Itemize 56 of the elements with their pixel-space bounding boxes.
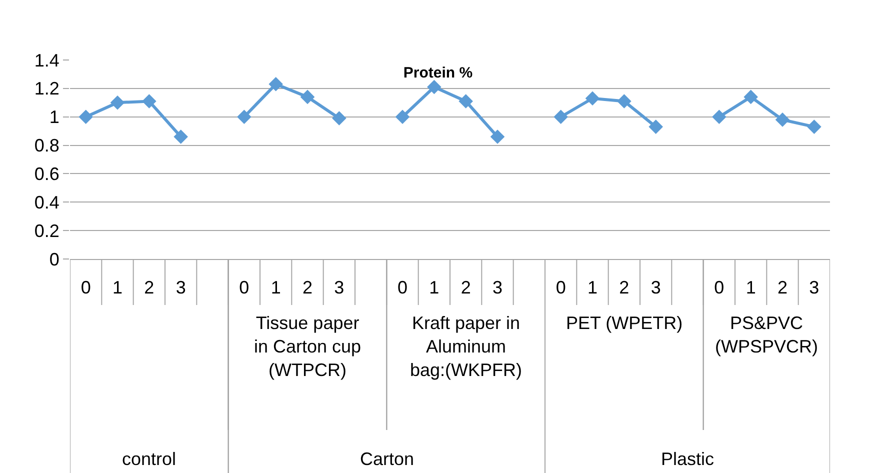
y-tick-label: 0.4 xyxy=(34,192,60,212)
point xyxy=(268,77,283,92)
point xyxy=(712,110,726,124)
point xyxy=(585,91,600,106)
text: PET (WPETR) xyxy=(566,313,683,333)
point xyxy=(458,94,473,108)
point xyxy=(332,111,346,126)
x-tick-label: 2 xyxy=(302,278,313,298)
y-tick-label: 0.8 xyxy=(34,136,60,156)
point xyxy=(78,110,93,124)
y-tick-label: 0 xyxy=(49,249,60,270)
text: Tissue paper in Carton cup (WTPCR) xyxy=(254,313,362,380)
x-tick-label: 3 xyxy=(176,278,186,298)
point xyxy=(775,112,790,127)
x-tick-label: 3 xyxy=(809,278,820,298)
x-tick-label: 3 xyxy=(650,278,661,298)
text: PS&PVC (WPSPVCR) xyxy=(715,313,818,356)
chart-title: Protein % xyxy=(403,64,473,82)
x-tick-label: 3 xyxy=(334,278,344,298)
x-tick-label: 0 xyxy=(397,278,408,298)
x-tick-label: 1 xyxy=(270,278,281,298)
x-tick-label: 1 xyxy=(587,278,598,298)
x-tick-label: 1 xyxy=(746,278,756,298)
text: Plastic xyxy=(661,449,714,469)
point xyxy=(110,95,125,110)
point xyxy=(237,110,252,124)
x-tick-label: 3 xyxy=(492,278,503,298)
point xyxy=(554,110,568,124)
point xyxy=(142,94,156,108)
point xyxy=(617,94,632,108)
text: Carton xyxy=(360,449,414,469)
y-tick-label: 0.6 xyxy=(34,164,60,184)
point xyxy=(300,90,315,104)
point xyxy=(648,120,663,134)
x-tick-label: 2 xyxy=(777,278,788,298)
text: Kraft paper in Aluminum bag:(WKPFR) xyxy=(410,313,522,380)
x-tick-label: 0 xyxy=(239,278,250,298)
point xyxy=(490,130,505,144)
point xyxy=(174,130,188,144)
x-tick-label: 0 xyxy=(80,278,91,298)
x-tick-label: 0 xyxy=(556,278,566,298)
x-tick-label: 2 xyxy=(460,278,471,298)
point xyxy=(744,90,758,104)
x-tick-label: 0 xyxy=(714,278,724,298)
y-tick-label: 0.2 xyxy=(34,220,60,241)
point xyxy=(427,80,442,94)
point xyxy=(395,110,410,124)
x-tick-label: 1 xyxy=(112,278,123,298)
y-tick-label: 1.2 xyxy=(34,78,60,99)
y-tick-label: 1.4 xyxy=(34,50,60,70)
x-tick-label: 2 xyxy=(619,278,630,298)
text: control xyxy=(122,449,176,469)
x-tick-label: 2 xyxy=(144,278,154,298)
point xyxy=(807,120,822,134)
y-tick-label: 1 xyxy=(49,107,60,128)
x-tick-label: 1 xyxy=(429,278,440,298)
